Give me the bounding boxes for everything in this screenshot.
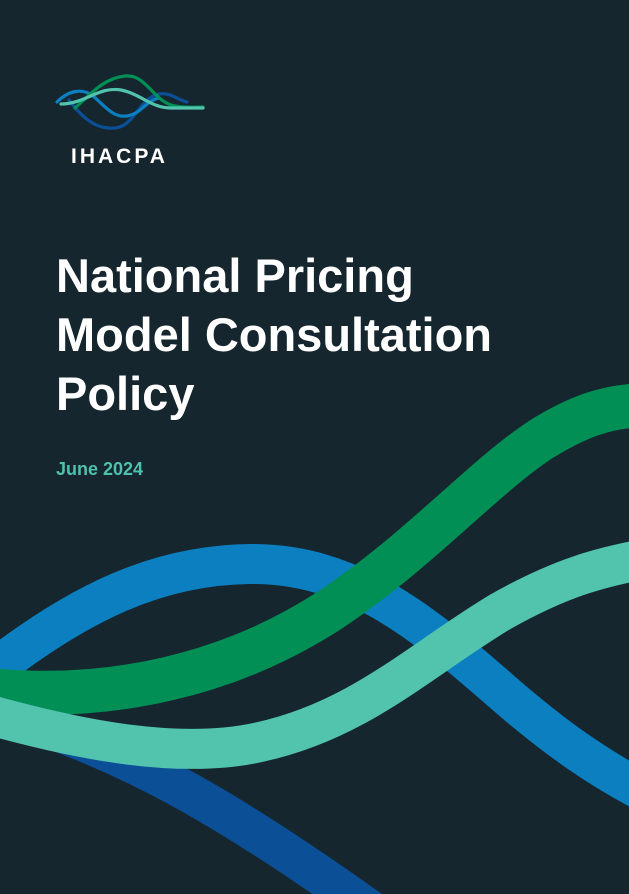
- document-title: National Pricing Model Consultation Poli…: [56, 246, 576, 423]
- ihacpa-logo: IHACPA: [55, 72, 207, 172]
- logo-wave-icon: [55, 74, 205, 130]
- title-line: National Pricing: [56, 249, 414, 302]
- teal-wave: [0, 541, 629, 769]
- logo-wordmark: IHACPA: [71, 145, 168, 168]
- green-wave: [0, 383, 629, 715]
- title-line: Model Consultation: [56, 308, 493, 361]
- publication-date: June 2024: [56, 459, 144, 479]
- title-line: Policy: [56, 367, 195, 420]
